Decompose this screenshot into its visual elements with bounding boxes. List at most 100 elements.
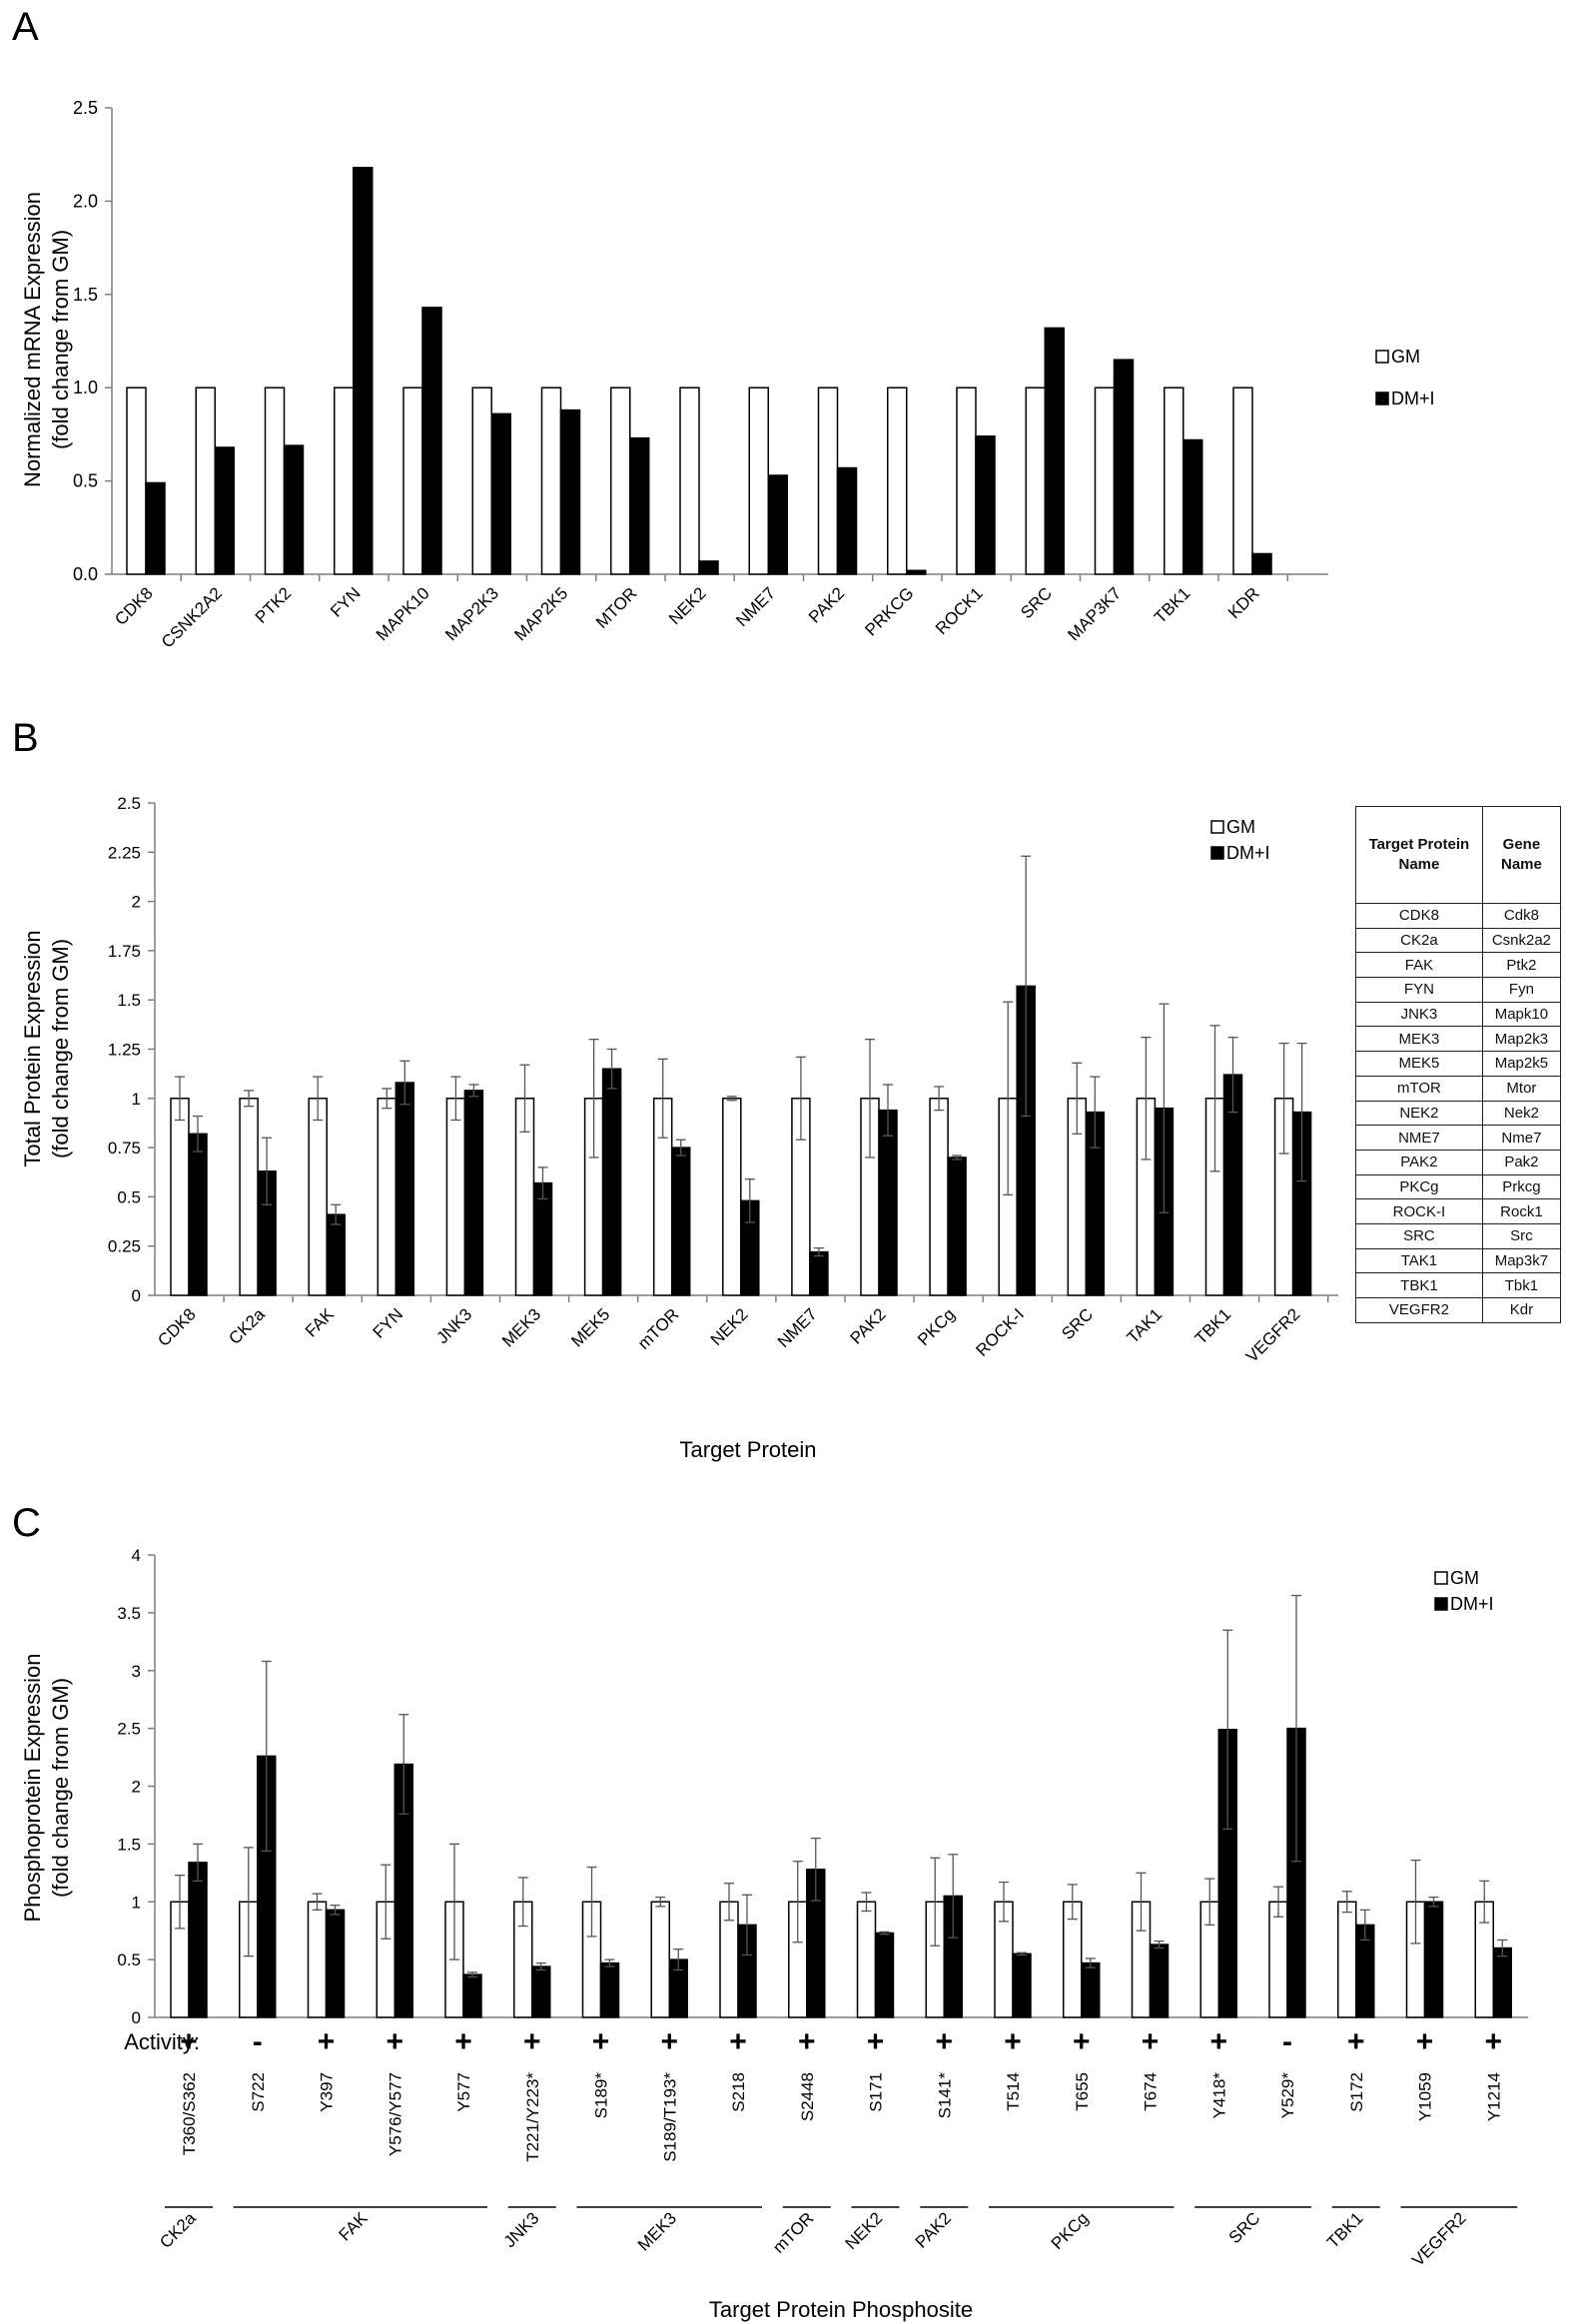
- bar-dmi-mtor: [670, 1147, 691, 1296]
- phosphosite-label: S189/T193*: [660, 2072, 679, 2162]
- bar-dmi-t655: [1081, 1961, 1101, 2018]
- x-tick-label: CDK8: [111, 583, 157, 629]
- activity-sign: +: [318, 2025, 336, 2058]
- x-axis-label: Target Protein Phosphosite: [709, 2297, 973, 2322]
- phosphosite-label: T655: [1073, 2072, 1092, 2111]
- legend-swatch-dmi: [1210, 846, 1224, 860]
- table-row: FAK Ptk2: [1355, 952, 1562, 979]
- bar-gm-rock1: [956, 387, 977, 575]
- bar-dmi-nme7: [809, 1250, 829, 1296]
- y-tick-label: 2.5: [117, 1720, 141, 1739]
- y-tick-label: 3.5: [117, 1604, 141, 1623]
- bar-dmi-y397: [325, 1909, 346, 2018]
- y-tick-label: 2.25: [108, 843, 141, 862]
- table-cell-gene: Mtor: [1481, 1075, 1562, 1102]
- panel-B: B 0 0.25 0.5 0.75 1 1.25 1.5 1.75 2 2.25 2.5 Total P…: [12, 716, 1338, 1462]
- activity-sign: +: [454, 2025, 472, 2058]
- legend-label: DM+I: [1391, 388, 1435, 408]
- legend-swatch-dmi: [1434, 1597, 1448, 1611]
- y-tick-label: 4: [132, 1546, 141, 1565]
- bar-dmi-cdk8: [145, 481, 166, 575]
- phosphosite-label: Y418*: [1209, 2072, 1228, 2119]
- y-axis-label-line: Normalized mRNA Expression: [20, 192, 45, 487]
- bar-dmi-pak2: [878, 1109, 898, 1296]
- table-cell-protein: CK2a: [1355, 927, 1483, 954]
- x-tick-label: TBK1: [1191, 1304, 1235, 1348]
- group-label: PAK2: [912, 2208, 955, 2251]
- x-tick-label: ROCK-I: [973, 1304, 1029, 1360]
- bar-gm-s189-t193-: [650, 1901, 670, 2018]
- group-label: CK2a: [156, 2208, 200, 2252]
- y-axis-label: Normalized mRNA Expression (fold change f…: [20, 192, 73, 487]
- bar-gm-s172: [1337, 1901, 1357, 2018]
- bar-gm-s171: [856, 1901, 877, 2018]
- phosphosite-label: S189*: [592, 2072, 611, 2119]
- bar-dmi-mtor: [629, 436, 650, 575]
- table-row: MEK3 Map2k3: [1355, 1026, 1562, 1053]
- table-row: SRC Src: [1355, 1222, 1562, 1249]
- gene-mapping-table: Target Protein Name Gene Name CDK8 Cdk8 CK…: [1355, 806, 1562, 1323]
- legend-label: DM+I: [1450, 1594, 1494, 1614]
- table-cell-gene: Kdr: [1481, 1297, 1562, 1323]
- table-cell-gene: Rock1: [1481, 1198, 1562, 1224]
- legend-swatch-gm: [1210, 820, 1224, 834]
- table-cell-gene: Nme7: [1481, 1125, 1562, 1151]
- y-tick-label: 0.75: [108, 1139, 141, 1158]
- bar-gm-ptk2: [264, 387, 286, 575]
- y-axis-label-line: (fold change from GM): [48, 939, 73, 1159]
- y-tick-label: 2.5: [73, 98, 98, 118]
- bar-gm-fyn: [334, 387, 355, 575]
- y-axis-label-line: (fold change from GM): [48, 1678, 73, 1898]
- table-header-target-protein: Target Protein Name: [1355, 806, 1483, 904]
- bar-dmi-mek5: [601, 1068, 622, 1296]
- bar-dmi-mek3: [532, 1181, 553, 1296]
- phosphosite-label: T514: [1004, 2072, 1023, 2111]
- bar-gm-y397: [307, 1901, 328, 2018]
- x-tick-label: TAK1: [1124, 1304, 1167, 1347]
- x-axis-label: Target Protein: [680, 1437, 817, 1462]
- bar-gm-map2k3: [471, 387, 492, 575]
- table-row: PKCg Prkcg: [1355, 1173, 1562, 1200]
- group-label: NEK2: [841, 2208, 886, 2253]
- panel-letter: A: [12, 5, 39, 49]
- activity-sign: +: [523, 2025, 541, 2058]
- group-label: MEK3: [634, 2208, 680, 2254]
- activity-sign: +: [1347, 2025, 1365, 2058]
- bar-dmi-t674: [1149, 1943, 1170, 2018]
- bar-dmi-s171: [874, 1932, 895, 2018]
- x-tick-label: FAK: [302, 1304, 339, 1341]
- x-tick-label: MEK5: [567, 1304, 613, 1350]
- table-cell-protein: FYN: [1355, 977, 1483, 1003]
- legend-label: GM: [1391, 347, 1420, 367]
- x-tick-label: VEGFR2: [1242, 1304, 1304, 1366]
- x-tick-label: NME7: [732, 583, 779, 630]
- bar-gm-fak: [308, 1098, 328, 1296]
- group-label: PKCg: [1048, 2208, 1093, 2253]
- activity-sign: +: [798, 2025, 816, 2058]
- phosphosite-label: Y576/Y577: [386, 2072, 404, 2156]
- x-tick-label: CSNK2A2: [158, 583, 226, 651]
- x-tick-label: MTOR: [592, 583, 641, 632]
- bar-gm-pak2: [817, 387, 839, 575]
- y-tick-label: 2.5: [117, 794, 141, 813]
- phosphosite-label: Y397: [318, 2072, 337, 2112]
- activity-sign: +: [1484, 2025, 1502, 2058]
- group-label: TBK1: [1323, 2208, 1367, 2252]
- y-tick-label: 2.0: [73, 191, 98, 211]
- y-tick-label: 1.0: [73, 378, 98, 397]
- table-cell-protein: NEK2: [1355, 1100, 1483, 1127]
- bar-gm-map3k7: [1094, 387, 1116, 575]
- table-cell-gene: Map3k7: [1481, 1247, 1562, 1274]
- table-row: ROCK-I Rock1: [1355, 1198, 1562, 1224]
- bar-dmi-t514: [1012, 1952, 1032, 2018]
- group-label: mTOR: [769, 2208, 818, 2257]
- table-row: NME7 Nme7: [1355, 1125, 1562, 1151]
- bar-gm-nek2: [722, 1098, 742, 1296]
- bar-dmi-csnk2a2: [214, 446, 235, 575]
- table-cell-gene: Csnk2a2: [1481, 927, 1562, 954]
- y-tick-label: 0.5: [117, 1950, 141, 1969]
- table-row: NEK2 Nek2: [1355, 1100, 1562, 1127]
- bar-gm-kdr: [1232, 387, 1253, 575]
- bar-gm-cdk8: [126, 387, 147, 575]
